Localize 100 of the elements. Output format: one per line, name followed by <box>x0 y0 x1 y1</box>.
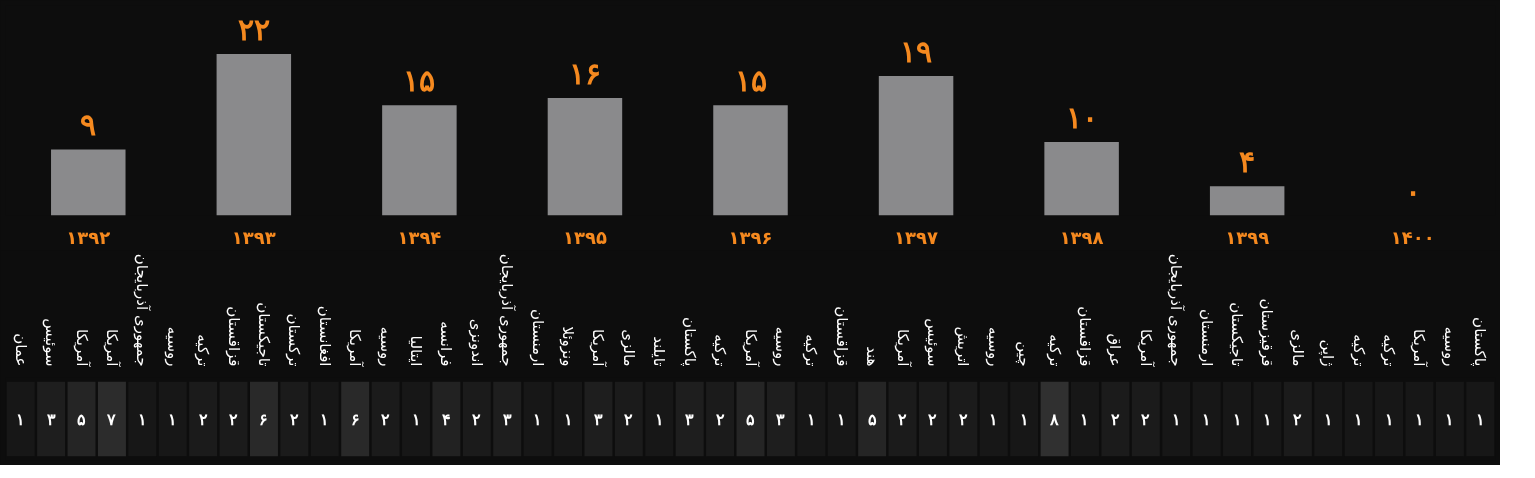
data-label: ۱ <box>168 410 178 428</box>
data-label: ۲ <box>624 410 634 428</box>
x-tick-label: ترکستان <box>285 313 304 367</box>
x-tick-label: روسیه <box>771 326 790 367</box>
x-tick-label: آمریکا <box>1136 328 1155 368</box>
x-tick-label: ۱۴۰۰ <box>1390 226 1435 248</box>
x-tick-label: ترکیه <box>1045 334 1064 367</box>
data-label: ۳ <box>502 410 512 428</box>
data-label: ۰ <box>1404 174 1421 208</box>
data-label: ۲ <box>1110 410 1120 428</box>
x-tick-label: ونزوئلا <box>559 326 578 367</box>
data-label: ۱ <box>1354 410 1364 428</box>
data-label: ۱ <box>806 410 816 428</box>
x-tick-label: ترکیه <box>194 334 213 367</box>
x-tick-label: آمریکا <box>741 328 760 368</box>
x-tick-label: ۱۳۹۲ <box>66 226 111 248</box>
bar <box>382 105 457 216</box>
x-tick-label: ایتالیا <box>407 335 426 367</box>
x-tick-label: روسیه <box>984 326 1003 367</box>
data-label: ۱ <box>411 410 421 428</box>
data-label: ۱ <box>1384 410 1394 428</box>
data-label: ۱ <box>1475 410 1485 428</box>
x-tick-label: ۱۳۹۷ <box>894 226 939 248</box>
data-label: ۲ <box>381 410 391 428</box>
data-label: ۳ <box>593 410 603 428</box>
data-label: ۲ <box>715 410 725 428</box>
x-tick-label: ترکیه <box>711 334 730 367</box>
data-label: ۶ <box>259 410 269 428</box>
x-tick-label: مالزی <box>1288 329 1307 367</box>
data-label: ۷ <box>106 410 117 428</box>
data-label: ۱ <box>1262 410 1272 428</box>
data-label: ۲ <box>198 410 208 428</box>
x-tick-label: تاجیکستان <box>254 302 273 367</box>
x-tick-label: فرانسه <box>437 321 456 367</box>
x-tick-label: سوئیس <box>923 318 942 367</box>
x-tick-label: ترکیه <box>802 334 821 367</box>
data-label: ۱۵ <box>403 64 436 98</box>
x-tick-label: روسیه <box>376 326 395 367</box>
x-tick-label: پاکستان <box>679 317 699 367</box>
bar <box>216 53 292 216</box>
x-tick-label: آمریکا <box>893 328 912 368</box>
data-label: ۳ <box>685 410 695 428</box>
x-tick-label: ۱۳۹۶ <box>728 226 773 248</box>
data-label: ۴ <box>1239 145 1256 179</box>
x-tick-label: تاجیکستان <box>1228 302 1247 367</box>
data-label: ۱ <box>533 410 543 428</box>
data-label: ۳ <box>776 410 786 428</box>
data-label: ۶ <box>350 410 360 428</box>
x-tick-label: ۱۳۹۹ <box>1225 226 1270 248</box>
x-tick-label: عراق <box>1106 333 1125 367</box>
x-tick-label: ۱۳۹۳ <box>231 226 276 248</box>
x-tick-label: جمهوری آذربایجان <box>1167 253 1186 367</box>
data-label: ۱ <box>654 410 664 428</box>
x-tick-label: ارمنستان <box>528 309 547 367</box>
x-tick-label: روسیه <box>1440 326 1459 367</box>
x-tick-label: روسیه <box>163 326 182 367</box>
data-label: ۲ <box>229 410 239 428</box>
bar <box>51 149 126 216</box>
x-tick-label: آمریکا <box>1410 328 1429 368</box>
data-label: ۱ <box>1080 410 1090 428</box>
x-tick-label: ارمنستان <box>1197 309 1216 367</box>
x-tick-label: آمریکا <box>346 328 365 368</box>
x-tick-label: اندونزی <box>467 318 486 367</box>
x-tick-label: جمهوری آذربایجان <box>133 253 152 367</box>
data-label: ۱ <box>1232 410 1242 428</box>
data-label: ۲ <box>928 410 938 428</box>
x-tick-label: قزاقستان <box>832 306 851 367</box>
x-tick-label: جمهوری آذربایجان <box>498 253 517 367</box>
x-tick-label: عمان <box>11 333 30 367</box>
x-tick-label: سوئیس <box>42 318 61 367</box>
data-label: ۱ <box>563 410 573 428</box>
bar <box>878 75 954 216</box>
x-tick-label: ۱۳۹۵ <box>562 226 607 248</box>
data-label: ۵ <box>77 410 87 428</box>
data-label: ۲ <box>958 410 968 428</box>
data-label: ۵ <box>746 410 755 428</box>
data-label: ۱ <box>1019 410 1029 428</box>
data-label: ۹ <box>80 108 97 142</box>
data-label: ۴ <box>441 410 451 428</box>
data-label: ۲۲ <box>237 12 270 46</box>
x-tick-label: قزاقستان <box>224 306 243 367</box>
data-label: ۱ <box>1414 410 1424 428</box>
data-label: ۱ <box>989 410 999 428</box>
x-tick-label: ترکیه <box>1349 334 1368 367</box>
bar <box>1209 186 1285 216</box>
x-tick-label: پاکستان <box>1470 317 1490 367</box>
data-label: ۳ <box>46 410 56 428</box>
x-tick-label: ژاپن <box>1318 339 1338 367</box>
x-tick-label: چین <box>1015 341 1034 367</box>
x-tick-label: آمریکا <box>589 328 608 368</box>
x-tick-label: آمریکا <box>102 328 121 368</box>
bar <box>547 98 623 216</box>
x-tick-label: آمریکا <box>72 328 91 368</box>
x-tick-label: اتریش <box>954 326 973 367</box>
bar <box>713 105 788 216</box>
data-label: ۲ <box>898 410 908 428</box>
data-label: ۱۵ <box>734 64 767 98</box>
x-tick-label: هند <box>863 346 882 367</box>
data-label: ۲ <box>1141 410 1151 428</box>
x-tick-label: مالزی <box>619 329 638 367</box>
